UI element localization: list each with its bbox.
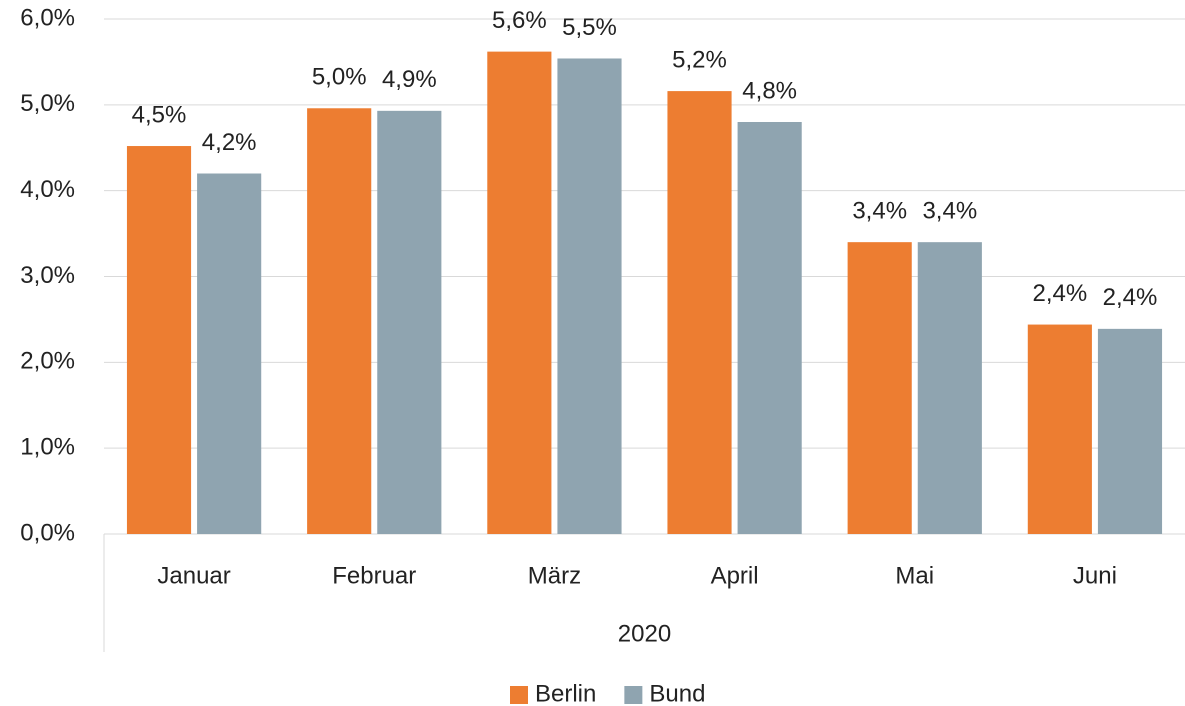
data-label: 4,8% (742, 77, 797, 104)
y-tick-label: 3,0% (20, 262, 75, 289)
x-tick-label: April (711, 562, 759, 589)
legend-swatch (624, 686, 643, 704)
bar (737, 122, 802, 534)
x-tick-label: März (528, 562, 581, 589)
x-tick-label: Mai (895, 562, 934, 589)
x-tick-label: Juni (1073, 562, 1117, 589)
y-tick-label: 1,0% (20, 434, 75, 461)
data-label: 4,9% (382, 66, 437, 93)
data-label: 3,4% (922, 198, 977, 225)
data-label: 2,4% (1032, 280, 1087, 307)
bar (307, 108, 372, 535)
data-label: 3,4% (852, 198, 907, 225)
y-tick-label: 2,0% (20, 348, 75, 375)
legend-swatch (510, 686, 528, 704)
bar (1027, 324, 1092, 534)
y-tick-label: 0,0% (20, 519, 75, 546)
bar (377, 110, 442, 534)
bar (1097, 328, 1163, 534)
bar (667, 91, 732, 534)
legend-label: Bund (649, 680, 705, 706)
y-tick-label: 6,0% (20, 4, 75, 31)
data-label: 5,2% (672, 46, 727, 73)
data-label: 5,6% (492, 7, 547, 34)
data-label: 2,4% (1103, 284, 1158, 311)
data-label: 4,2% (202, 129, 257, 156)
bar (917, 242, 982, 534)
legend-label: Berlin (535, 680, 596, 706)
data-label: 5,5% (562, 14, 617, 41)
y-tick-label: 4,0% (20, 176, 75, 203)
bar (197, 173, 262, 534)
data-label: 4,5% (132, 101, 187, 128)
x-tick-label: Januar (157, 562, 230, 589)
y-tick-label: 5,0% (20, 90, 75, 117)
bar (487, 51, 552, 534)
bar (557, 58, 622, 534)
x-tick-label: Februar (332, 562, 416, 589)
x-group-label: 2020 (618, 620, 671, 647)
bar (126, 146, 192, 535)
bar (847, 242, 912, 534)
data-label: 5,0% (312, 64, 367, 91)
